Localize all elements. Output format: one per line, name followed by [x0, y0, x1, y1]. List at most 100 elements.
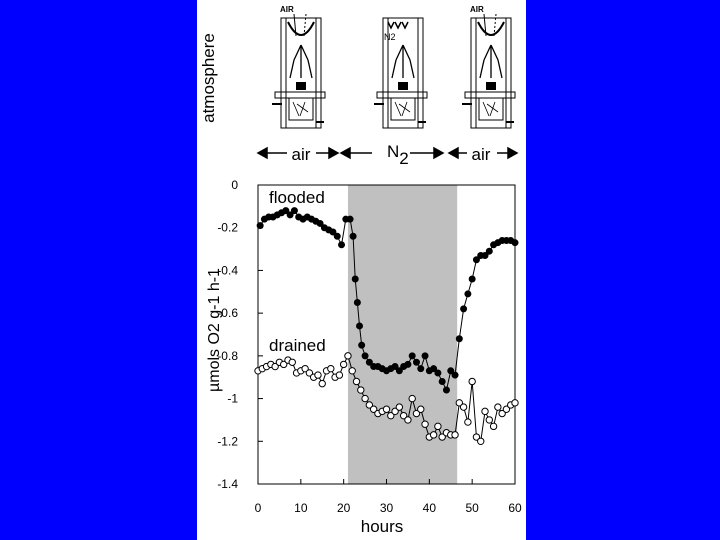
data-point-drained [472, 433, 481, 441]
data-point-drained [399, 411, 408, 420]
x-axis: 0 10 20 30 40 50 60 [255, 479, 522, 515]
data-point-flooded [468, 275, 476, 283]
data-point-drained [314, 371, 322, 379]
y-tick-label: -1.4 [217, 477, 238, 491]
segment-label-air-1: air [292, 145, 311, 164]
segment-label-n2: N2 [387, 142, 409, 168]
data-point-flooded [460, 305, 468, 313]
data-point-flooded [358, 341, 366, 349]
data-point-flooded [511, 239, 519, 247]
series-label-flooded: flooded [269, 188, 325, 207]
data-point-drained [382, 405, 391, 413]
apparatus-left: AIR [272, 5, 326, 129]
data-point-flooded [434, 369, 442, 377]
y-tick-label: -0.8 [217, 349, 238, 363]
x-tick-label: 40 [423, 501, 437, 515]
data-point-flooded [430, 365, 438, 373]
data-point-drained [339, 360, 348, 369]
data-point-flooded [408, 352, 416, 360]
data-point-drained [481, 407, 489, 416]
data-point-flooded [404, 360, 412, 368]
data-point-drained [327, 364, 335, 373]
data-point-flooded [286, 211, 294, 219]
data-point-flooded [338, 241, 346, 249]
y-tick-label: -0.2 [217, 221, 238, 235]
data-point-flooded [329, 228, 337, 236]
data-point-drained [369, 405, 378, 413]
data-point-drained [365, 401, 374, 409]
data-point-drained [451, 431, 459, 439]
data-point-flooded [282, 207, 290, 215]
data-point-flooded [464, 290, 472, 298]
data-point-flooded [485, 247, 493, 255]
data-point-flooded [333, 232, 341, 240]
x-axis-label: hours [361, 517, 404, 536]
y-tick-label: -1 [227, 392, 238, 406]
data-point-flooded [346, 215, 354, 223]
data-point-drained [357, 386, 365, 394]
apparatus-right: AIR [462, 5, 516, 129]
apparatus-middle: N2 [374, 17, 428, 129]
data-point-flooded [417, 365, 425, 373]
data-point-drained [361, 394, 369, 403]
data-point-flooded [421, 352, 429, 360]
data-point-drained [477, 437, 485, 445]
data-point-drained [459, 403, 468, 411]
data-point-drained [494, 403, 502, 411]
segment-label-air-2: air [472, 145, 491, 164]
data-point-drained [280, 360, 288, 369]
apparatus-label: AIR [280, 5, 294, 14]
data-point-drained [429, 431, 438, 439]
x-tick-label: 20 [337, 501, 351, 515]
data-point-flooded [395, 367, 403, 375]
apparatus-label-n2: N2 [384, 32, 396, 42]
data-point-drained [271, 362, 279, 371]
data-point-drained [391, 407, 399, 416]
data-point-flooded [412, 358, 420, 366]
series-layer [254, 207, 519, 445]
data-point-flooded [442, 386, 450, 394]
data-point-flooded [356, 322, 364, 330]
data-point-drained [502, 405, 511, 413]
data-point-drained [318, 379, 326, 388]
data-point-drained [421, 420, 429, 428]
data-point-drained [404, 416, 412, 424]
x-tick-label: 30 [380, 501, 394, 515]
segment-arrows [256, 146, 519, 160]
data-point-drained [412, 409, 421, 418]
y-tick-label: -0.4 [217, 263, 238, 277]
segment-label-n2-sub: 2 [399, 149, 408, 168]
x-tick-label: 0 [255, 501, 262, 515]
data-point-drained [434, 422, 442, 431]
y-tick-label: -0.6 [217, 306, 238, 320]
data-point-flooded [290, 207, 298, 215]
y-axis: 0 -0.2 -0.4 -0.6 -0.8 -1 -1.2 -1.4 [217, 178, 263, 491]
data-point-flooded [451, 371, 459, 379]
data-point-drained [455, 399, 464, 407]
data-point-drained [395, 403, 404, 411]
data-point-drained [348, 367, 356, 375]
x-tick-label: 10 [294, 501, 308, 515]
data-point-drained [408, 394, 416, 403]
data-point-drained [352, 377, 361, 386]
data-point-drained [498, 409, 506, 418]
series-label-drained: drained [269, 336, 326, 355]
data-point-drained [305, 369, 314, 377]
data-point-drained [335, 371, 344, 379]
data-point-flooded [365, 358, 373, 366]
data-point-flooded [349, 232, 357, 240]
data-point-drained [438, 433, 446, 441]
data-point-drained [288, 358, 296, 366]
data-point-drained [417, 405, 425, 413]
data-point-flooded [447, 367, 455, 375]
data-point-drained [489, 422, 498, 431]
data-point-drained [485, 416, 493, 424]
figure: atmosphere AIR N2 AIR [199, 5, 522, 536]
data-point-drained [468, 377, 476, 386]
data-point-flooded [353, 298, 361, 306]
data-point-flooded [351, 275, 359, 283]
y-axis-label: µmols O2 g-1 h-1 [206, 268, 223, 392]
atmosphere-label: atmosphere [199, 33, 218, 123]
y-tick-label: 0 [231, 178, 238, 192]
segment-label-n2-main: N [387, 142, 399, 161]
